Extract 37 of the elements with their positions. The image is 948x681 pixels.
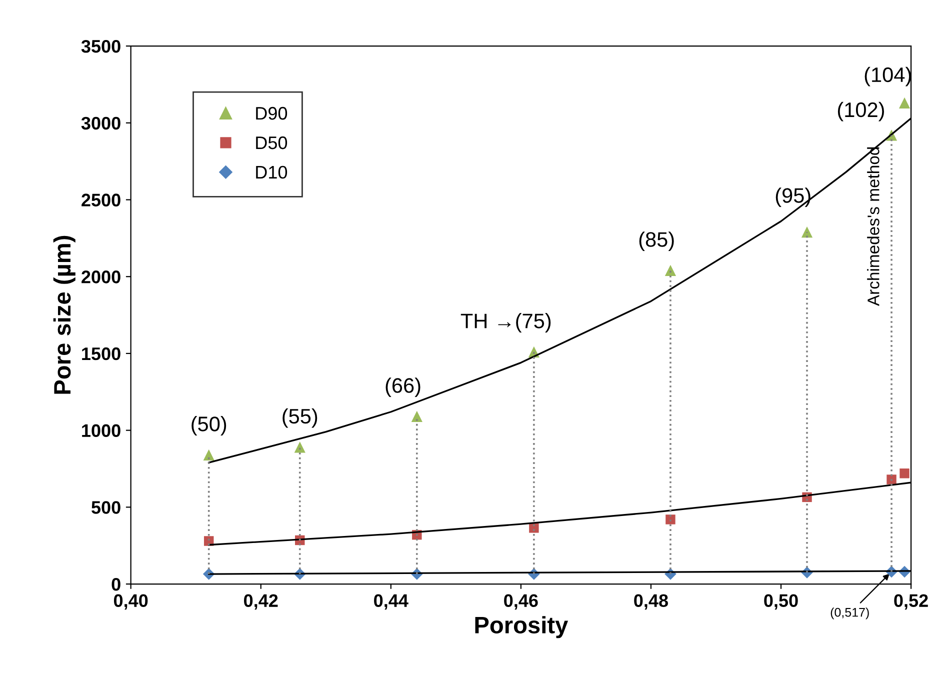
annotation: (66) [386,378,420,398]
y-axis-title: Pore size (µm) [53,236,76,394]
point [294,442,306,453]
point [664,264,676,276]
y-tick-label: 1000 [82,424,120,438]
point [411,410,422,422]
x-axis-title: Porosity [475,616,568,638]
annotation: Archimedes's method [867,147,880,306]
point [203,449,214,460]
y-tick-label: 1500 [82,347,120,360]
point [898,97,910,108]
y-tick-label: 3500 [81,40,120,53]
y-tick-label: 0 [112,578,120,591]
x-tick-label: 0,50 [764,594,798,610]
x-tick-label: 0,40 [114,594,148,610]
x-tick-label: 0,42 [244,594,278,610]
annotation: (104) [864,66,911,86]
annotation: (95) [776,188,810,208]
y-tick-label: 2000 [82,270,120,284]
legend-label: D90 [256,106,288,120]
annotation: (55) [282,408,318,428]
y-tick-label: 3000 [81,116,120,130]
annotation: (85) [639,232,674,251]
point [666,514,676,524]
x-tick-label: 0,44 [374,594,408,610]
y-tick-label: 500 [92,501,120,514]
x-tick-label: 0,52 [894,594,928,610]
y-tick-label: 2500 [82,194,120,206]
point [900,468,910,478]
annotation: TH →(75) [460,313,551,332]
legend-label: D50 [256,136,288,150]
annotation: (0,517) [830,608,869,620]
annotation: (50) [192,416,226,436]
annotation: (102) [838,102,884,122]
legend-label: D10 [256,166,288,179]
x-tick-label: 0,48 [634,594,668,610]
x-tick-label: 0,46 [504,594,538,610]
